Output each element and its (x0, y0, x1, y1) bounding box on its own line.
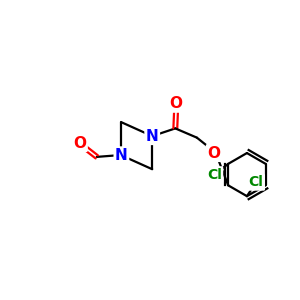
Text: O: O (169, 96, 183, 111)
Text: N: N (115, 148, 128, 163)
Text: O: O (207, 146, 220, 160)
Text: Cl: Cl (249, 175, 264, 189)
Text: N: N (146, 129, 159, 144)
Text: Cl: Cl (207, 168, 222, 182)
Text: O: O (73, 136, 86, 151)
